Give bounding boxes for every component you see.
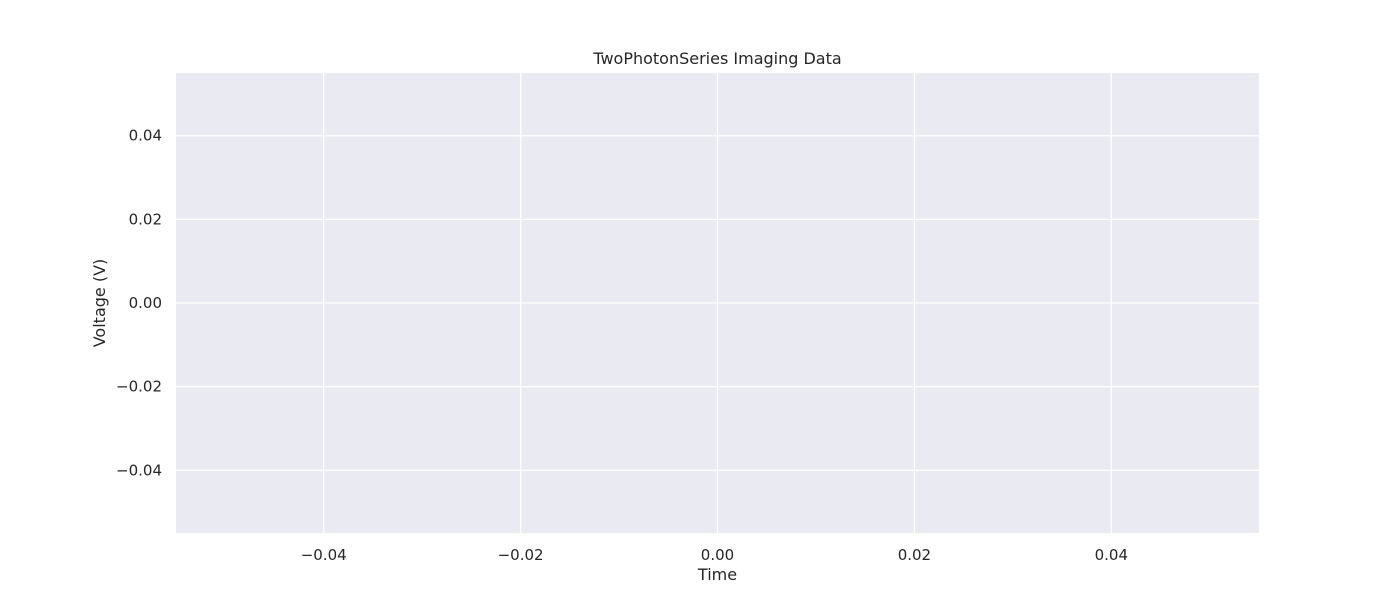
x-tick-label: 0.04	[1095, 546, 1128, 564]
y-axis-label: Voltage (V)	[90, 259, 109, 348]
y-tick-label: 0.02	[129, 210, 162, 228]
chart-title: TwoPhotonSeries Imaging Data	[592, 49, 841, 68]
y-tick-label: 0.00	[129, 294, 162, 312]
y-tick-label: −0.04	[116, 461, 162, 479]
x-tick-label: −0.04	[301, 546, 347, 564]
y-axis-ticks: −0.04 −0.02 0.00 0.02 0.04	[116, 127, 162, 480]
y-tick-label: 0.04	[129, 127, 162, 145]
x-tick-label: 0.00	[701, 546, 734, 564]
x-axis-ticks: −0.04 −0.02 0.00 0.02 0.04	[301, 546, 1128, 564]
y-tick-label: −0.02	[116, 378, 162, 396]
x-tick-label: 0.02	[898, 546, 931, 564]
x-tick-label: −0.02	[498, 546, 544, 564]
x-axis-label: Time	[697, 565, 737, 584]
grid-lines	[176, 73, 1259, 533]
